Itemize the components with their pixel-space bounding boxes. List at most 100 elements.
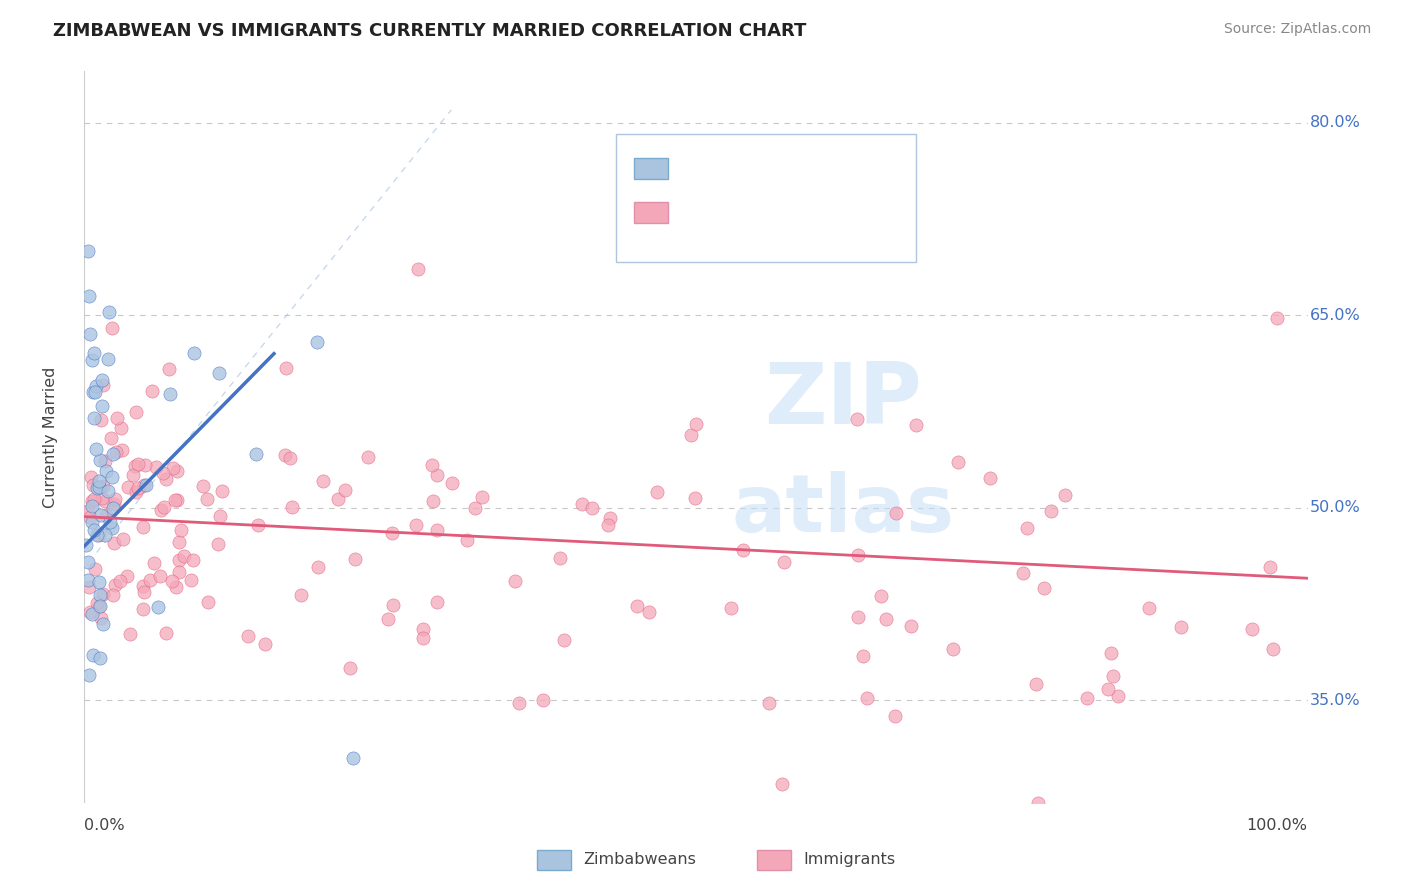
Point (181, 552, 204, 566)
Point (132, 602, 155, 616)
Point (1026, 796, 1049, 810)
Point (942, 642, 965, 657)
Point (77, 580, 100, 594)
Point (1097, 682, 1119, 697)
Point (94, 494, 117, 508)
Point (1137, 601, 1160, 615)
Point (1107, 689, 1129, 703)
Point (105, 410, 128, 425)
Point (80, 607, 103, 621)
Point (80, 470, 103, 484)
Point (157, 362, 180, 376)
FancyBboxPatch shape (634, 159, 668, 179)
Point (420, 458, 443, 472)
Point (207, 537, 229, 551)
Point (152, 466, 174, 480)
Point (145, 460, 167, 475)
Point (253, 637, 276, 651)
Point (900, 619, 922, 633)
Text: 100.0%: 100.0% (1247, 818, 1308, 833)
Point (138, 574, 160, 588)
Point (122, 467, 145, 482)
Point (548, 551, 571, 566)
Point (412, 632, 434, 646)
Point (581, 500, 603, 515)
Point (90, 400, 112, 414)
Point (426, 595, 449, 609)
Point (76, 555, 98, 569)
Point (290, 588, 312, 602)
Point (93, 454, 115, 468)
Point (846, 610, 869, 624)
Point (83, 384, 105, 399)
Point (97, 352, 120, 367)
Point (508, 696, 530, 710)
Point (979, 471, 1001, 485)
Point (278, 450, 301, 465)
Point (645, 485, 668, 500)
Point (1258, 560, 1281, 574)
Point (328, 491, 350, 506)
Point (91, 587, 114, 601)
Point (103, 497, 125, 511)
Point (246, 518, 269, 533)
Point (183, 346, 205, 360)
Text: R =: R = (685, 160, 716, 178)
Point (405, 518, 427, 533)
Point (197, 595, 219, 609)
Point (155, 626, 177, 640)
Point (82, 648, 104, 663)
Point (111, 442, 134, 457)
Point (208, 366, 231, 380)
Point (125, 485, 148, 500)
Text: N =: N = (814, 160, 845, 178)
Point (339, 661, 361, 675)
Text: R =: R = (685, 203, 716, 221)
Point (456, 533, 478, 547)
Point (1032, 581, 1054, 595)
Point (87, 480, 110, 494)
Point (117, 569, 139, 583)
Point (132, 520, 155, 534)
Point (79, 605, 101, 619)
Point (165, 580, 187, 594)
FancyBboxPatch shape (634, 202, 668, 223)
Point (167, 566, 190, 580)
Point (599, 511, 621, 525)
Point (1101, 669, 1123, 683)
Point (101, 589, 124, 603)
Point (856, 690, 879, 705)
Point (127, 457, 149, 471)
Point (84, 562, 107, 576)
Point (305, 334, 328, 349)
Point (159, 387, 181, 401)
Point (948, 455, 970, 469)
Text: Currently Married: Currently Married (42, 367, 58, 508)
Point (89, 575, 111, 590)
Point (132, 579, 155, 593)
Point (82, 478, 104, 492)
Point (91, 479, 114, 493)
Point (169, 553, 191, 567)
Point (553, 632, 575, 647)
Point (211, 483, 233, 498)
Point (471, 490, 494, 504)
Point (79, 510, 101, 524)
Point (132, 585, 155, 599)
Point (87, 474, 110, 488)
Point (80, 499, 103, 513)
Point (883, 709, 905, 723)
Point (94, 464, 117, 478)
Point (173, 549, 195, 564)
Point (82, 515, 104, 529)
Point (307, 560, 329, 574)
Point (91, 373, 114, 387)
Point (412, 622, 434, 636)
Point (312, 474, 335, 488)
Point (104, 578, 127, 592)
Point (110, 421, 132, 435)
Point (100, 431, 122, 445)
Point (98, 305, 121, 319)
Point (343, 551, 366, 566)
Text: 50.0%: 50.0% (1310, 500, 1361, 516)
